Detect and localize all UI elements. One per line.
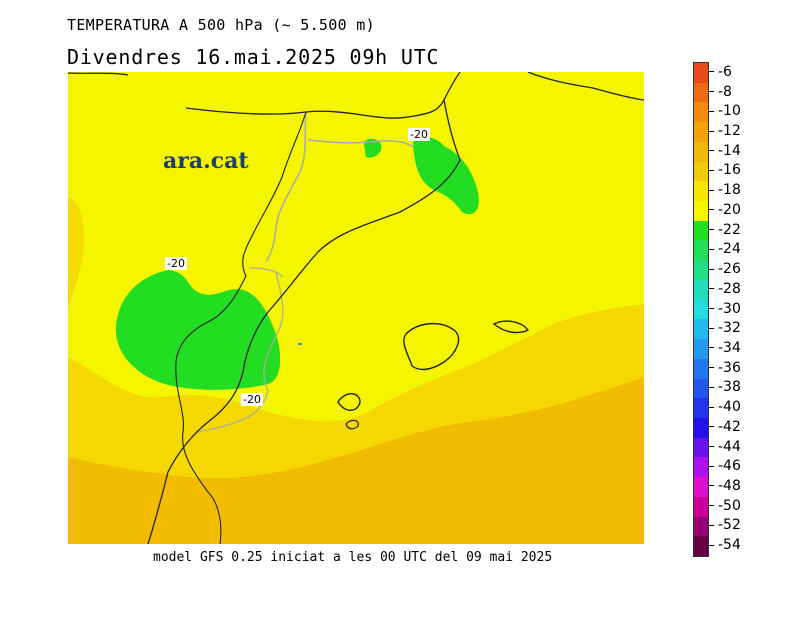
legend-swatch [694,516,708,537]
legend-tick-label: -24 [708,241,741,257]
legend-labels: -6 -8 -10 -12 -14 -16 -18 -20 -22 -24 -26 -28 -30 -32… [708,62,798,555]
legend-tick-label: -52 [708,517,741,533]
legend-swatch [694,122,708,142]
field-cold-north-b [413,137,479,215]
legend-tick-label: -30 [708,301,741,317]
legend-swatch [694,378,708,399]
field-cold-north-a [364,138,382,158]
legend-tick-label: -38 [708,379,741,395]
legend-swatch [694,82,708,103]
legend-swatch [694,260,708,280]
legend-swatch [694,457,708,478]
interior-border [175,111,307,544]
legend-swatch [694,63,708,83]
legend-tick-label: -44 [708,439,741,455]
legend-swatch [694,279,708,300]
legend-tick-label: -12 [708,123,741,139]
field-cold-west [115,270,281,390]
field-band-18-16-west [68,197,84,312]
contour-label: -20 [165,257,187,270]
chart-title: TEMPERATURA A 500 hPa (~ 5.500 m) [67,16,375,34]
coastline [147,72,644,544]
legend-tick-label: -28 [708,281,741,297]
legend-tick-label: -26 [708,261,741,277]
color-legend [693,62,709,557]
coastline-2 [68,72,461,101]
legend-swatch [694,220,708,241]
legend-tick-label: -10 [708,103,741,119]
legend-swatch [694,437,708,458]
border-line [265,111,414,263]
legend-swatch [694,181,708,202]
legend-swatch [694,477,708,497]
legend-tick-label: -14 [708,143,741,159]
legend-tick-label: -8 [708,84,732,100]
legend-swatch [694,102,708,123]
field-band-16-14 [68,377,644,544]
legend-swatch [694,339,708,359]
legend-tick-label: -54 [708,537,741,553]
legend-swatch [694,240,708,261]
legend-swatch [694,141,708,162]
legend-swatch [694,201,708,221]
island-menorca [492,320,530,334]
ara-logo: ara.cat [163,148,249,174]
legend-swatch [694,398,708,418]
island-mallorca [403,323,460,371]
chart-date: Divendres 16.mai.2025 09h UTC [67,45,440,69]
legend-tick-label: -20 [708,202,741,218]
legend-tick-label: -22 [708,222,741,238]
legend-tick-label: -16 [708,162,741,178]
contour-label: -20 [241,393,263,406]
legend-swatch [694,319,708,340]
legend-swatch [694,536,708,556]
legend-swatch [694,417,708,438]
border-line-2 [197,267,284,433]
model-caption: model GFS 0.25 iniciat a les 00 UTC del … [153,550,553,565]
legend-swatch [694,161,708,182]
legend-tick-label: -6 [708,64,732,80]
legend-tick-label: -34 [708,340,741,356]
temperature-map: ara.cat [68,72,644,544]
legend-tick-label: -32 [708,320,741,336]
island-ibiza [337,393,361,411]
legend-tick-label: -40 [708,399,741,415]
legend-tick-label: -42 [708,419,741,435]
legend-tick-label: -48 [708,478,741,494]
contour-label: -20 [408,128,430,141]
legend-swatch [694,299,708,320]
legend-tick-label: -36 [708,360,741,376]
legend-tick-label: -18 [708,182,741,198]
legend-tick-label: -50 [708,498,741,514]
legend-swatch [694,496,708,517]
island-formentera [345,419,359,430]
legend-swatch [694,358,708,379]
legend-tick-label: -46 [708,458,741,474]
